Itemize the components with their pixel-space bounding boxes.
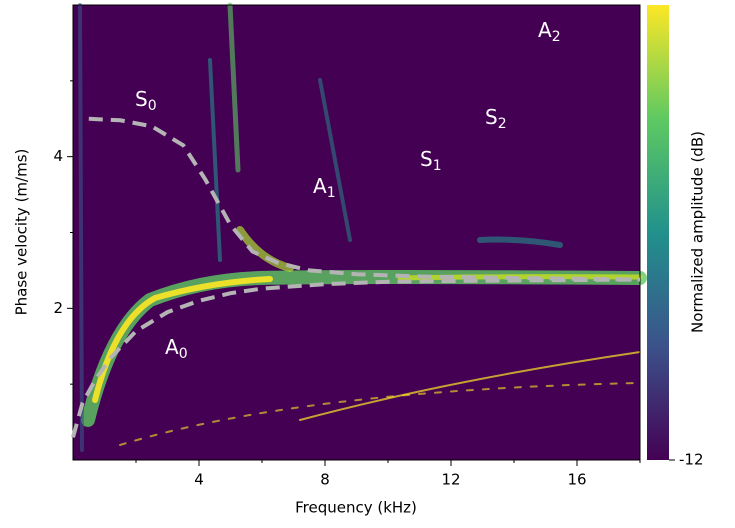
x-tick-label: 4 (194, 471, 204, 489)
mode-label-main: S (135, 87, 148, 111)
mode-curve (71, 277, 641, 438)
mode-label: A2 (538, 18, 561, 46)
colorbar (647, 5, 669, 460)
x-tick-label: 16 (567, 471, 586, 489)
mode-label-main: S (420, 147, 433, 171)
mode-label: S2 (485, 105, 507, 133)
mode-label-sub: 2 (552, 29, 561, 45)
mode-label: S0 (135, 87, 157, 115)
mode-label: A1 (313, 174, 336, 202)
mode-label-main: A (313, 174, 327, 198)
mode-label-sub: 0 (179, 346, 188, 362)
mode-label-main: S (485, 105, 498, 129)
mode-label-sub: 1 (327, 185, 336, 201)
y-tick-label: 2 (53, 299, 63, 317)
mode-label: S1 (420, 147, 442, 175)
mode-label-main: A (165, 335, 179, 359)
mode-label-sub: 0 (148, 98, 157, 114)
x-tick-label: 8 (320, 471, 330, 489)
x-axis-label: Frequency (kHz) (295, 499, 417, 517)
x-tick-label: 12 (441, 471, 460, 489)
mode-curve (88, 116, 641, 282)
mode-label-sub: 1 (433, 158, 442, 174)
colorbar-label: Normalized amplitude (dB) (689, 131, 707, 333)
plot-background (73, 5, 640, 460)
mode-label-sub: 2 (498, 116, 507, 132)
y-tick-label: 4 (53, 147, 63, 165)
y-axis-label: Phase velocity (m/ms) (13, 149, 31, 316)
colorbar-tick-label: -12 (679, 451, 704, 469)
mode-label-main: A (538, 18, 552, 42)
mode-label: A0 (165, 335, 188, 363)
